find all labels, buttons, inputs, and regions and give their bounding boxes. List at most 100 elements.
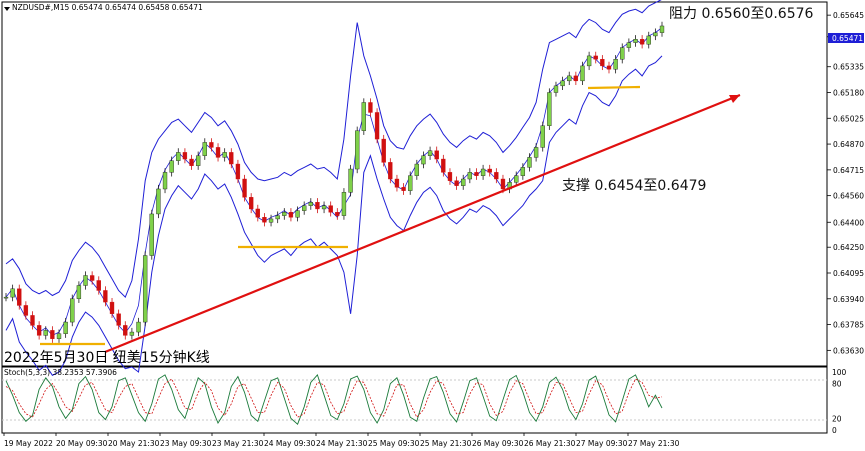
candle-body (315, 202, 320, 210)
middle-band-line (5, 27, 663, 336)
candle-body (454, 180, 459, 186)
candle-body (335, 212, 340, 216)
candle-body (646, 35, 651, 45)
candle-body (461, 178, 466, 186)
candle-body (606, 65, 612, 70)
price-tick-label: 0.64400 (833, 218, 864, 227)
stoch-main-line (5, 374, 663, 425)
candle-body (441, 158, 446, 173)
lower-band-line (5, 55, 663, 376)
time-tick-label: 24 May 09:30 (264, 439, 316, 448)
candle-body (381, 138, 386, 163)
time-tick-label: 26 May 21:30 (524, 439, 576, 448)
candle-body (56, 333, 62, 339)
candle-body (116, 313, 121, 326)
candle-body (487, 168, 492, 173)
candle-body (427, 150, 433, 156)
candle-body (282, 212, 287, 216)
current-price-label: 0.65471 (832, 34, 863, 43)
candle-body (242, 178, 247, 198)
candle-body (103, 290, 108, 303)
stoch-signal-line (5, 378, 663, 418)
current-price-tag (828, 33, 864, 43)
candle-body (527, 157, 532, 168)
candle-body (328, 205, 333, 213)
time-tick-label: 23 May 09:30 (160, 439, 212, 448)
candle-body (500, 178, 506, 190)
candle-body (434, 150, 439, 160)
candle-body (447, 172, 453, 181)
stoch-header: Stoch(5,3,3) 38.2353 57.3906 (4, 368, 117, 377)
candle-body (361, 102, 366, 131)
candle-body (156, 188, 161, 215)
candle-body (321, 205, 327, 210)
candle-body (368, 102, 373, 113)
candle-body (374, 112, 380, 140)
upper-band-line (5, 0, 662, 298)
time-tick-label: 27 May 09:30 (576, 439, 628, 448)
candle-body (401, 187, 406, 191)
time-tick-label: 23 May 21:30 (212, 439, 264, 448)
candle-body (96, 280, 101, 291)
candle-body (17, 288, 22, 306)
stoch-frame (1, 366, 828, 434)
candle-body (394, 178, 400, 188)
candle-body (149, 213, 154, 256)
candle-body (83, 275, 88, 286)
candle-body (547, 92, 552, 126)
candle-body (3, 296, 9, 299)
candle-body (533, 147, 539, 158)
bollinger-bands (5, 0, 663, 376)
candle-body (520, 167, 526, 176)
candle-body (255, 208, 260, 218)
candle-body (136, 321, 141, 333)
candle-body (262, 217, 267, 223)
candle-body (123, 325, 128, 336)
candle-body (341, 192, 347, 216)
price-tick-label: 0.64250 (833, 243, 864, 252)
price-tick-label: 0.65335 (833, 63, 864, 72)
candle-body (195, 155, 201, 166)
candle-body (268, 218, 274, 223)
symbol-header: NZDUSD#,M15 0.65474 0.65474 0.65458 0.65… (12, 3, 203, 12)
candle-body (169, 160, 174, 173)
candle-body (586, 55, 592, 67)
candle-body (514, 175, 519, 183)
candle-body (209, 142, 214, 148)
candle-body (295, 210, 300, 218)
stoch-tick-label: 20 (832, 414, 842, 423)
stoch-tick-label: 0 (832, 426, 837, 435)
time-axis: 19 May 2022 20 May 09:30 20 May 21:30 23 Ma… (3, 433, 680, 448)
symbol-dropdown-icon[interactable] (4, 7, 10, 11)
main-chart-frame (1, 1, 828, 367)
candle-body (467, 172, 473, 180)
candle-body (76, 285, 82, 299)
price-tick-label: 0.64715 (833, 166, 864, 175)
candle-body (182, 152, 188, 160)
support-annotation: 支撑 0.6454至0.6479 (562, 178, 706, 194)
candle-body (249, 197, 254, 210)
candle-body (355, 130, 360, 170)
stochastic-lines (5, 374, 663, 425)
candle-body (600, 59, 605, 67)
candle-body (50, 330, 55, 339)
candle-body (89, 275, 95, 281)
stoch-tick-label: 100 (832, 368, 847, 377)
candle-body (593, 55, 598, 60)
candle-body (573, 75, 579, 82)
candle-body (302, 205, 307, 211)
candle-body (408, 175, 413, 191)
price-tick-label: 0.63940 (833, 295, 864, 304)
candle-body (308, 202, 313, 206)
candle-body (63, 321, 68, 334)
candle-body (639, 39, 645, 45)
uptrend-arrowhead (729, 95, 740, 103)
candle-body (30, 315, 35, 326)
candle-body (36, 325, 42, 336)
resistance-annotation: 阻力 0.6560至0.6576 (669, 6, 814, 22)
candle-body (653, 32, 658, 37)
candle-body (613, 59, 618, 70)
date-annotation: 2022年5月30日 纽美15分钟K线 (4, 349, 210, 366)
candle-body (129, 331, 135, 336)
time-tick-label: 20 May 09:30 (56, 439, 108, 448)
